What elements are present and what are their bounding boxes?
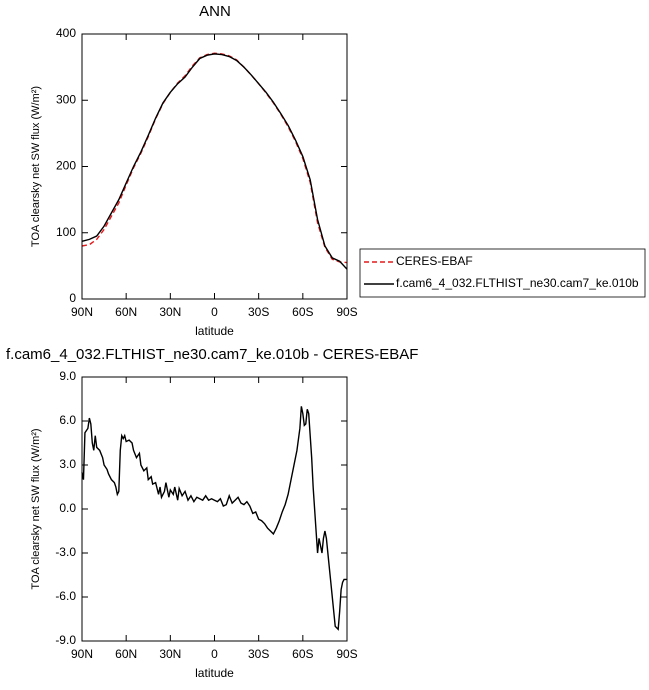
y-tick-label: 6.0 bbox=[59, 413, 76, 427]
plot-frame bbox=[81, 33, 348, 300]
x-tick-label: 90S bbox=[336, 305, 357, 319]
y-axis-label: TOA clearsky net SW flux (W/m²) bbox=[30, 428, 42, 589]
x-tick-label: 60S bbox=[292, 305, 313, 319]
y-tick-label: -3.0 bbox=[55, 545, 76, 559]
panel: f.cam6_4_032.FLTHIST_ne30.cam7_ke.010b -… bbox=[6, 346, 418, 680]
x-tick-label: 30S bbox=[248, 305, 269, 319]
x-axis-label: latitude bbox=[195, 666, 234, 680]
x-tick-label: 0 bbox=[211, 647, 218, 661]
x-tick-label: 60N bbox=[115, 305, 137, 319]
y-tick-label: 100 bbox=[56, 225, 76, 239]
chart-title: ANN bbox=[199, 3, 231, 20]
x-tick-label: 30N bbox=[159, 647, 181, 661]
plot-frame bbox=[81, 376, 348, 642]
y-tick-label: 0.0 bbox=[59, 501, 76, 515]
x-tick-label: 60N bbox=[115, 647, 137, 661]
y-axis-label: TOA clearsky net SW flux (W/m²) bbox=[30, 86, 42, 247]
chart-title: f.cam6_4_032.FLTHIST_ne30.cam7_ke.010b -… bbox=[6, 346, 418, 363]
legend-label: CERES-EBAF bbox=[396, 254, 473, 268]
x-tick-label: 90N bbox=[71, 305, 93, 319]
y-tick-label: 200 bbox=[56, 159, 76, 173]
data-line bbox=[81, 406, 347, 631]
y-tick-label: 400 bbox=[56, 26, 76, 40]
x-tick-label: 60S bbox=[292, 647, 313, 661]
x-tick-label: 90N bbox=[71, 647, 93, 661]
legend-box bbox=[359, 248, 646, 298]
data-line bbox=[81, 53, 348, 270]
x-tick-label: 30N bbox=[159, 305, 181, 319]
y-tick-label: 300 bbox=[56, 92, 76, 106]
x-tick-label: 0 bbox=[211, 305, 218, 319]
data-line bbox=[81, 52, 348, 264]
y-tick-label: 0 bbox=[69, 291, 76, 305]
panel: ANN 0 100 200 300 400 90N 60N 30N 0 30S 60S 90S latit… bbox=[30, 3, 646, 338]
x-tick-label: 90S bbox=[336, 647, 357, 661]
x-tick-label: 30S bbox=[248, 647, 269, 661]
y-tick-label: -6.0 bbox=[55, 589, 76, 603]
y-tick-label: 3.0 bbox=[59, 457, 76, 471]
y-tick-label: 9.0 bbox=[59, 369, 76, 383]
x-axis-label: latitude bbox=[195, 324, 234, 338]
y-tick-label: -9.0 bbox=[55, 633, 76, 647]
legend-label: f.cam6_4_032.FLTHIST_ne30.cam7_ke.010b bbox=[396, 276, 639, 290]
